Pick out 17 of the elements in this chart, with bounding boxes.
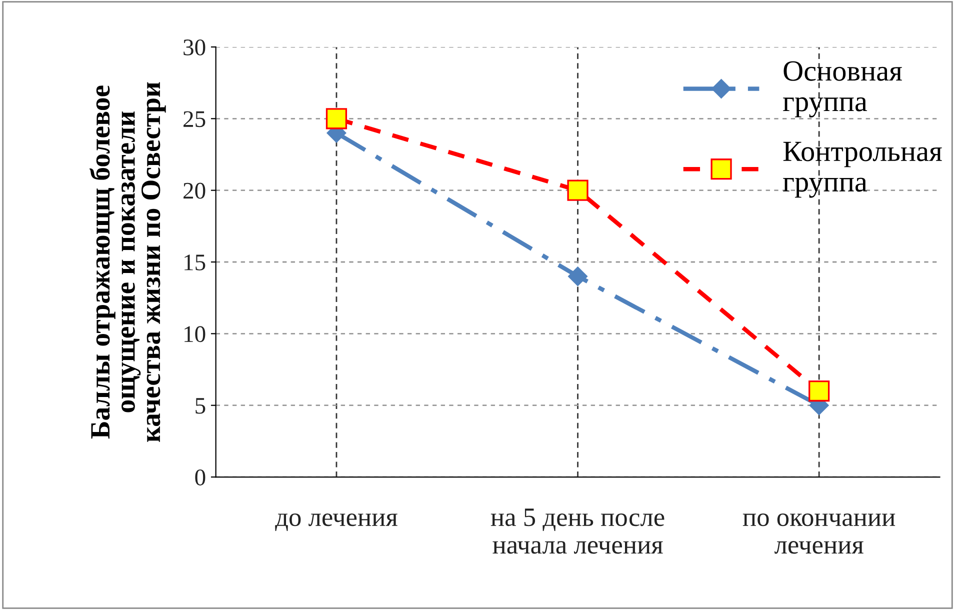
point — [568, 266, 588, 286]
y-tick-label: 20 — [184, 182, 206, 199]
x-tick-label: по окончании лечения — [742, 513, 896, 554]
x-tick-label: до лечения — [275, 513, 398, 531]
point — [567, 180, 588, 201]
legend-label: Основная группа — [783, 61, 902, 118]
x-tick-label: на 5 день после начала лечения — [490, 508, 664, 554]
point — [808, 380, 830, 402]
y-tick-label: 5 — [196, 398, 206, 414]
y-tick-label: 10 — [184, 326, 206, 342]
y-axis-title: Баллы отражающщ болевое ощущение и показатели качества жизни по Освестри — [90, 82, 166, 442]
point — [326, 108, 348, 130]
y-tick-label: 15 — [184, 254, 206, 270]
y-tick-label: 25 — [184, 111, 206, 128]
legend-label: Контрольная группа — [783, 142, 942, 198]
y-tick-label: 30 — [184, 39, 206, 56]
y-tick-label: 0 — [195, 470, 206, 486]
